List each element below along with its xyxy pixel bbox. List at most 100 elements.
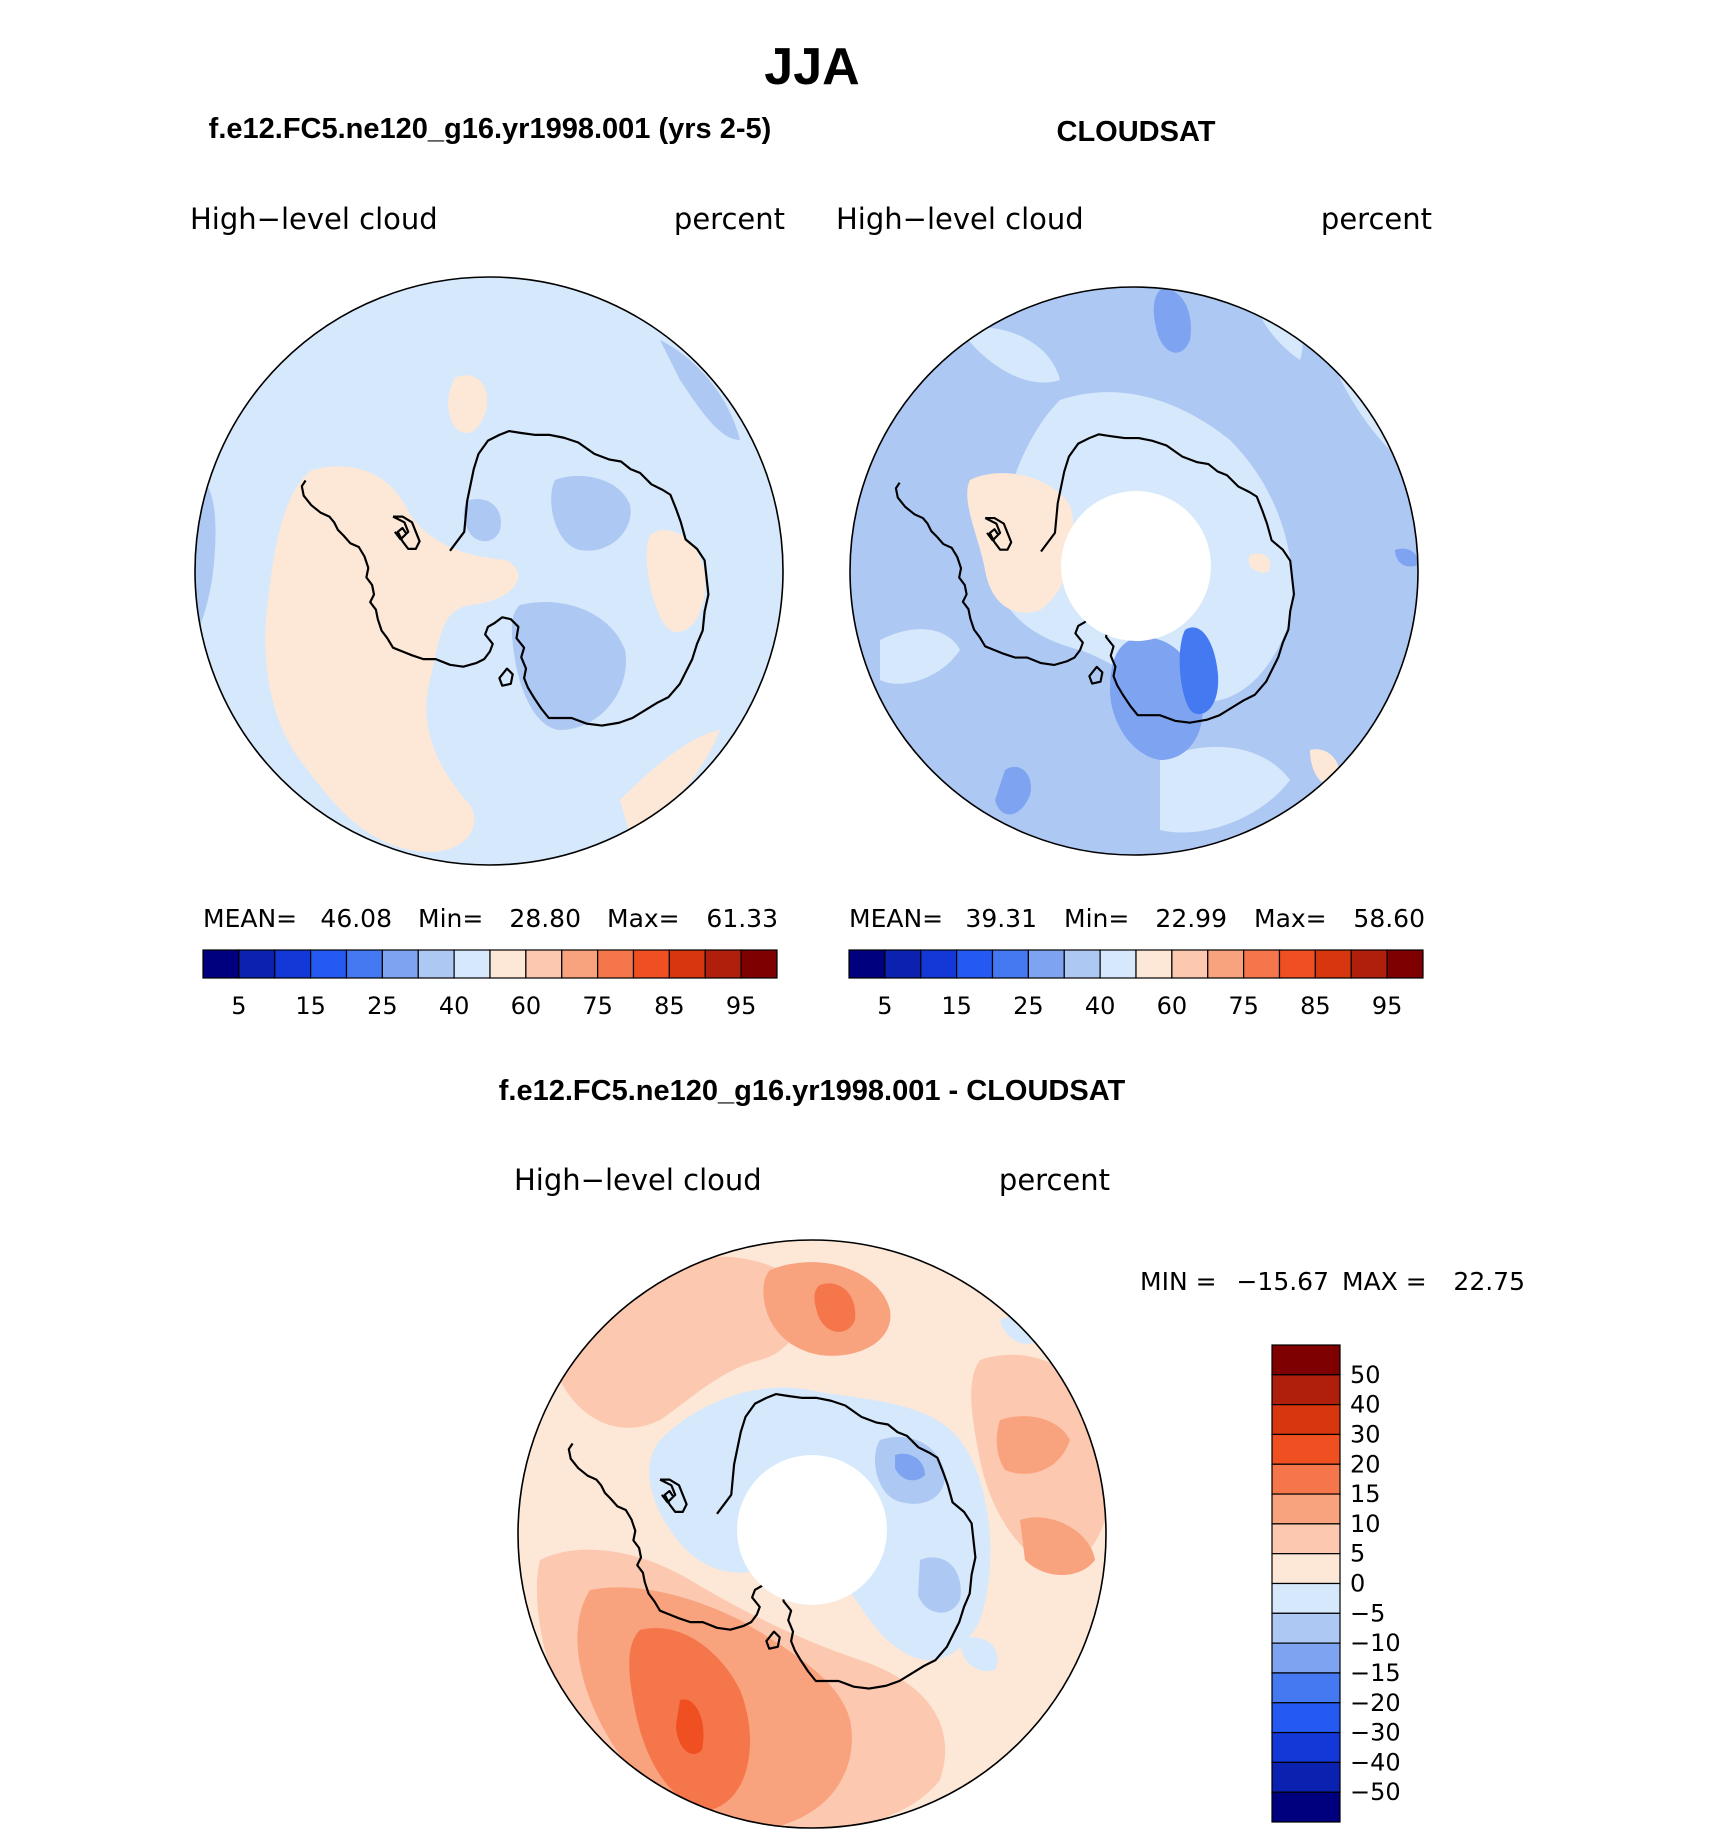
colorbar-swatch [1271,1523,1341,1555]
map-region-midblue [1110,637,1203,760]
colorbar-swatch [884,949,922,979]
colorbar-swatch [561,949,599,979]
panel-diff: f.e12.FC5.ne120_g16.yr1998.001 - CLOUDSA… [499,1075,1525,1829]
colorbar-tick-label: −30 [1350,1719,1401,1747]
colorbar-tick-label: 60 [1157,992,1188,1020]
colorbar-swatch [1386,949,1424,979]
colorbar-swatch [1271,1433,1341,1465]
colorbar-obs: 5 15 25 40 60 75 85 95 [848,949,1424,1020]
map-region-peach [620,730,720,835]
stat-max-value: 58.60 [1353,904,1425,933]
map-region-blue [511,602,626,730]
map-boundary [849,286,1419,856]
stat-max-label: MAX = [1342,1267,1427,1296]
colorbar-swatch [1271,1344,1341,1376]
map-region-redorange [814,1283,856,1332]
colorbar-swatch [345,949,383,979]
colorbar-tick-label: −20 [1350,1689,1401,1717]
map-region-midblue [895,1453,925,1481]
panel-model-variable: High−level cloud [190,202,438,236]
colorbar-tick-label: 95 [1372,992,1403,1020]
panel-obs-title: CLOUDSAT [1057,116,1216,148]
colorbar-tick-label: 25 [367,992,398,1020]
colorbar-swatch [1271,1612,1341,1644]
panel-model-units: percent [674,202,785,236]
map-boundary [194,276,784,866]
map-region-midblue [1153,289,1191,353]
panel-obs-units: percent [1321,202,1432,236]
colorbar-swatch [704,949,742,979]
stat-min-value: −15.67 [1236,1267,1329,1296]
panel-model-stats: MEAN= 46.08 Min= 28.80 Max= 61.33 [203,904,778,933]
colorbar-tick-label: 5 [231,992,246,1020]
colorbar-tick-label: 50 [1350,1361,1381,1389]
map-region-blue [463,499,501,542]
map-region-blue [551,475,631,551]
colorbar-swatch [1271,1731,1341,1763]
map-region-peach [646,529,706,632]
colorbar-swatch [1135,949,1173,979]
colorbar-swatch [1271,1791,1341,1823]
colorbar-tick-label: 0 [1350,1570,1365,1598]
colorbar-tick-label: 40 [439,992,470,1020]
colorbar-tick-label: 95 [726,992,757,1020]
colorbar-swatch [1271,1642,1341,1674]
colorbar-tick-label: −15 [1350,1659,1401,1687]
colorbar-swatch [1207,949,1245,979]
panel-model: f.e12.FC5.ne120_g16.yr1998.001 (yrs 2-5)… [190,113,785,1020]
colorbar-tick-label: 20 [1350,1450,1381,1478]
map-region-deepblue [1395,548,1418,567]
stat-mean-label: MEAN= [849,904,943,933]
colorbar-swatch [1271,1463,1341,1495]
map-boundary [517,1239,1107,1829]
colorbar-tick-label: 15 [295,992,326,1020]
polar-map-diff [517,1239,1107,1829]
map-region-lightblue [1160,746,1290,833]
colorbar-swatch [1271,1493,1341,1525]
stat-max-value: 61.33 [706,904,778,933]
map-region-red [676,1699,704,1754]
stat-max-label: Max= [1254,904,1327,933]
panel-diff-units: percent [999,1163,1110,1197]
stat-min-value: 22.99 [1155,904,1227,933]
stat-min-label: Min= [418,904,483,933]
colorbar-swatch [274,949,312,979]
colorbar-swatch [238,949,276,979]
polar-map-model [194,276,784,866]
map-region-peach [448,375,488,434]
colorbar-swatch [525,949,563,979]
colorbar-swatch [1271,1672,1341,1704]
colorbar-swatch [202,949,240,979]
map-region-peach [1248,553,1271,573]
colorbar-tick-label: 5 [877,992,892,1020]
figure-title: JJA [764,38,859,96]
colorbar-tick-label: 30 [1350,1420,1381,1448]
map-region-lightblue [960,1637,998,1671]
colorbar-swatch [1099,949,1137,979]
colorbar-swatch [1278,949,1316,979]
missing-data-hole [737,1455,887,1605]
colorbar-swatch [668,949,706,979]
colorbar-tick-label: 85 [1300,992,1331,1020]
colorbar-swatch [310,949,348,979]
colorbar-tick-label: −50 [1350,1778,1401,1806]
panel-diff-stats: MIN = −15.67 MAX = 22.75 [1140,1267,1525,1296]
colorbar-swatch [632,949,670,979]
colorbar-swatch [1271,1582,1341,1614]
panel-diff-title: f.e12.FC5.ne120_g16.yr1998.001 - CLOUDSA… [499,1075,1126,1107]
stat-min-label: MIN = [1140,1267,1217,1296]
colorbar-tick-label: 85 [654,992,685,1020]
panel-diff-variable: High−level cloud [514,1163,762,1197]
colorbar-tick-label: 60 [511,992,542,1020]
colorbar-swatch [453,949,491,979]
colorbar-swatch [740,949,778,979]
colorbar-swatch [956,949,994,979]
colorbar-swatch [1271,1374,1341,1406]
stat-min-value: 28.80 [509,904,581,933]
panel-model-title: f.e12.FC5.ne120_g16.yr1998.001 (yrs 2-5) [209,113,772,145]
colorbar-swatch [1171,949,1209,979]
polar-map-obs [849,286,1419,856]
panel-obs-variable: High−level cloud [836,202,1084,236]
panel-obs: CLOUDSAT High−level cloud percent [836,116,1432,1020]
